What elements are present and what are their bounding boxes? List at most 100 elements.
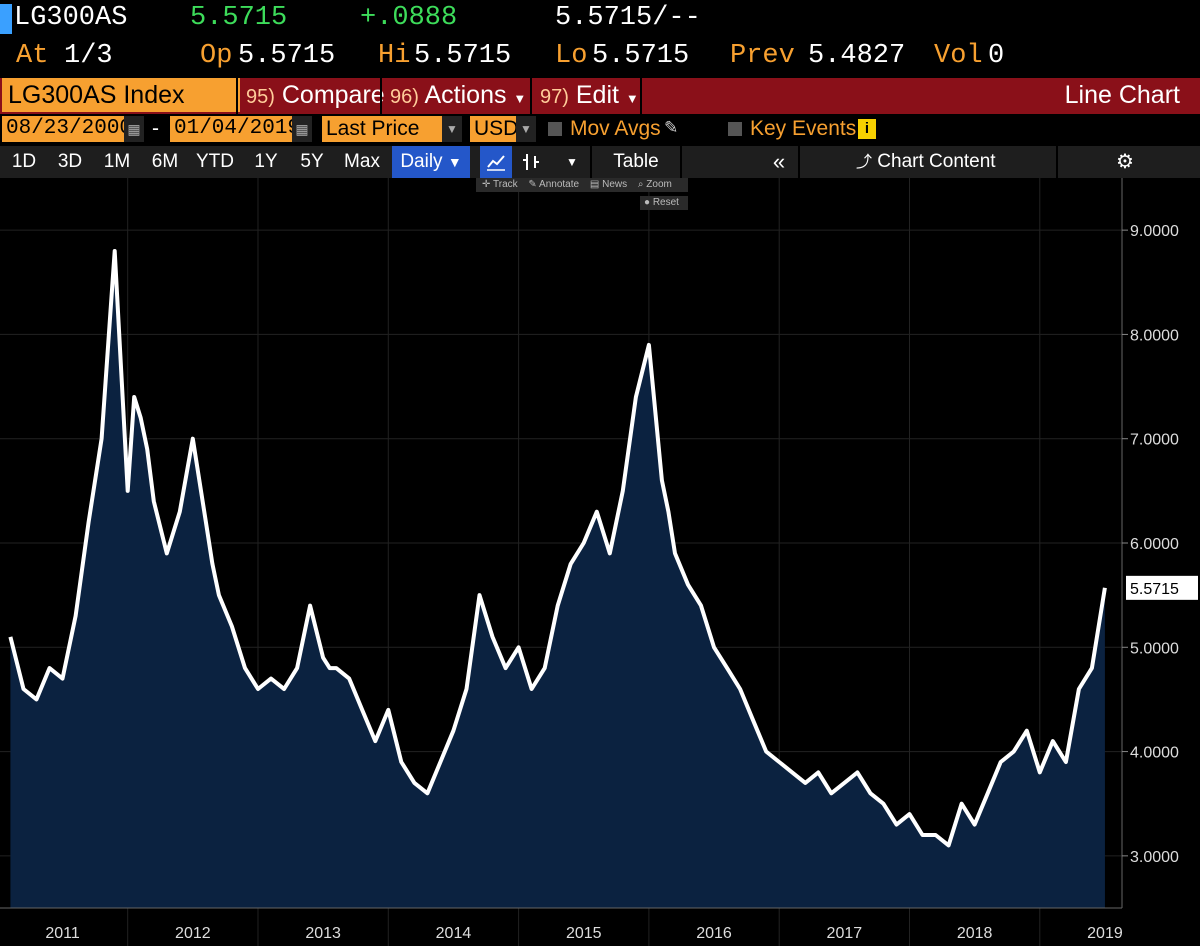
high-label: Hi xyxy=(378,41,411,71)
bid-ask: 5.5715/-- xyxy=(555,3,701,33)
volume-value: 0 xyxy=(988,41,1005,71)
line-chart-icon[interactable] xyxy=(480,146,512,178)
x-tick-label: 2015 xyxy=(566,925,602,942)
track-label: Track xyxy=(493,179,518,190)
at-label: At xyxy=(16,41,49,71)
divider xyxy=(1056,146,1058,178)
x-tick-label: 2018 xyxy=(957,925,993,942)
x-axis: 2011 2012 2013 2014 2015 2016 2017 2018 2019 xyxy=(45,925,1123,942)
range-1d[interactable]: 1D xyxy=(11,151,37,172)
caret-down-icon[interactable]: ▼ xyxy=(516,116,536,142)
range-5y[interactable]: 5Y xyxy=(300,151,324,172)
chart-icon: ⤴ xyxy=(856,154,873,171)
zoom-tool[interactable]: ⌕ Zoom xyxy=(638,179,672,190)
price-line xyxy=(8,249,1107,848)
y-tick-label: 5.0000 xyxy=(1130,640,1179,657)
line-chart-glyph xyxy=(487,155,505,171)
table-button[interactable]: Table xyxy=(613,151,659,172)
chart-content-label: Chart Content xyxy=(877,151,996,172)
magnifier-icon: ⌕ xyxy=(637,179,644,190)
chart-content-button[interactable]: ⤴ Chart Content xyxy=(856,146,1006,178)
track-tool[interactable]: ✛ Track xyxy=(482,179,518,190)
last-value-text: 5.5715 xyxy=(1130,581,1179,598)
open-value: 5.5715 xyxy=(238,41,336,71)
security-header: LG300AS 5.5715 +.0888 5.5715/-- At 1/3 O… xyxy=(0,0,1200,76)
compare-number: 95) xyxy=(246,86,275,108)
divider xyxy=(590,146,592,178)
divider xyxy=(640,78,642,114)
x-tick-label: 2011 xyxy=(45,925,80,942)
info-icon[interactable]: i xyxy=(858,119,876,139)
ticker-marker xyxy=(0,4,12,34)
command-bar: LG300AS Index 95) Compare 96) Actions ▼ … xyxy=(0,78,1200,114)
divider xyxy=(680,146,682,178)
edit-number: 97) xyxy=(540,86,569,108)
news-tool[interactable]: ▤ News xyxy=(590,179,627,190)
pencil-icon: ✎ xyxy=(528,179,537,190)
actions-number: 96) xyxy=(390,86,419,108)
calendar-icon[interactable]: ▦ xyxy=(292,116,312,142)
annotate-tool[interactable]: ✎ Annotate xyxy=(528,179,579,190)
key-events-checkbox[interactable] xyxy=(728,122,742,136)
edit-button[interactable]: 97) Edit ▼ xyxy=(540,78,639,112)
last-value-label: 5.5715 xyxy=(1126,575,1198,600)
bar-chart-icon[interactable] xyxy=(516,146,546,178)
caret-down-icon[interactable]: ▼ xyxy=(442,116,462,142)
compare-label: Compare xyxy=(281,81,385,109)
caret-down-icon: ▼ xyxy=(513,91,527,106)
y-tick-label: 7.0000 xyxy=(1130,432,1179,449)
price-chart[interactable]: 3.0000 4.0000 5.0000 6.0000 7.0000 8.0000 9.00… xyxy=(0,178,1200,946)
mov-avgs-label[interactable]: Mov Avgs xyxy=(570,117,661,140)
caret-down-icon: ▼ xyxy=(625,91,639,106)
chart-style-dropdown-icon[interactable]: ▼ xyxy=(566,155,578,169)
divider xyxy=(798,146,800,178)
actions-button[interactable]: 96) Actions ▼ xyxy=(390,78,526,112)
annotate-label: Annotate xyxy=(539,179,580,190)
pencil-icon[interactable]: ✎ xyxy=(664,118,679,137)
actions-label: Actions xyxy=(424,81,507,109)
edit-label: Edit xyxy=(575,81,619,109)
divider xyxy=(236,78,238,114)
key-events-label[interactable]: Key Events xyxy=(750,117,857,140)
field-select[interactable]: Last Price xyxy=(322,116,444,142)
collapse-left-icon[interactable]: « xyxy=(772,149,786,174)
news-label: News xyxy=(602,179,628,190)
gear-icon[interactable]: ⚙ xyxy=(1116,151,1134,173)
calendar-icon[interactable]: ▦ xyxy=(124,116,144,142)
range-3d[interactable]: 3D xyxy=(57,151,83,172)
currency-select[interactable]: USD xyxy=(470,116,518,142)
prev-label: Prev xyxy=(730,41,795,71)
range-1y[interactable]: 1Y xyxy=(254,151,278,172)
y-tick-label: 9.0000 xyxy=(1130,223,1179,240)
low-label: Lo xyxy=(555,41,588,71)
range-ytd[interactable]: YTD xyxy=(196,151,234,172)
ohlc-glyph xyxy=(523,154,539,170)
net-change: +.0888 xyxy=(360,3,458,33)
security-input[interactable]: LG300AS Index xyxy=(2,78,240,112)
end-date-field[interactable]: 01/04/2019 xyxy=(170,116,300,142)
range-max[interactable]: Max xyxy=(344,151,380,172)
ticker-symbol[interactable]: LG300AS xyxy=(14,3,128,33)
x-tick-label: 2016 xyxy=(696,925,732,942)
caret-down-icon: ▼ xyxy=(447,154,462,170)
frequency-label: Daily xyxy=(400,151,443,172)
filter-bar: 08/23/2000 ▦ - 01/04/2019 ▦ Last Price ▼… xyxy=(0,116,1200,144)
start-date-field[interactable]: 08/23/2000 xyxy=(2,116,132,142)
at-value: 1/3 xyxy=(64,41,113,71)
frequency-select[interactable]: Daily ▼ xyxy=(392,146,470,178)
y-tick-label: 6.0000 xyxy=(1130,536,1179,553)
mov-avgs-checkbox[interactable] xyxy=(548,122,562,136)
reset-label: Reset xyxy=(652,197,679,208)
y-axis: 3.0000 4.0000 5.0000 6.0000 7.0000 8.0000 9.00… xyxy=(1122,223,1179,866)
chart-type-label[interactable]: Line Chart xyxy=(1064,81,1180,109)
open-label: Op xyxy=(200,41,233,71)
last-price: 5.5715 xyxy=(190,3,288,33)
range-6m[interactable]: 6M xyxy=(151,151,179,172)
reset-button[interactable]: ● Reset xyxy=(640,196,688,210)
x-tick-label: 2017 xyxy=(827,925,863,942)
y-tick-label: 4.0000 xyxy=(1130,745,1179,762)
compare-button[interactable]: 95) Compare xyxy=(246,78,385,112)
range-1m[interactable]: 1M xyxy=(103,151,131,172)
crosshair-icon: ✛ xyxy=(482,179,491,190)
news-icon: ▤ xyxy=(589,179,600,190)
